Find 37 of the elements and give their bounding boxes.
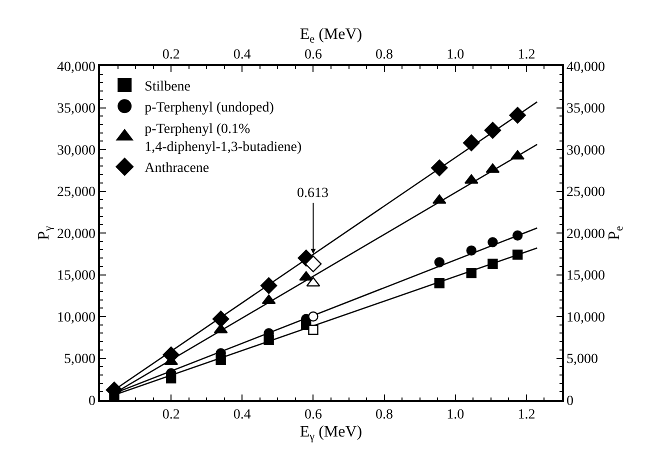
y-tick-label: 30,000	[56, 143, 96, 158]
x2-tick-label: 0.8	[376, 408, 394, 423]
y2-tick-label: 30,000	[566, 143, 606, 158]
x2-tick-label: 1.0	[446, 408, 464, 423]
y-tick-label: 5,000	[64, 352, 96, 368]
y-tick-label: 35,000	[56, 102, 96, 117]
x-tick-label: 0.2	[162, 48, 180, 63]
x-tick-label: 1.0	[446, 48, 464, 63]
y-tick-label: 25,000	[56, 185, 96, 200]
y2-tick-label: 35,000	[566, 102, 606, 117]
legend-label: Stilbene	[144, 79, 191, 94]
x2-tick-label: 0.2	[162, 408, 180, 423]
x2-tick-label: 0.6	[304, 408, 322, 423]
y2-tick-label: 5,000	[566, 352, 598, 368]
y2-tick-label: 20,000	[566, 226, 606, 242]
legend-label: Anthracene	[144, 161, 210, 176]
legend-label: p-Terphenyl (undoped)	[144, 100, 274, 116]
y2-tick-label: 15,000	[566, 268, 606, 284]
y-tick-label: 40,000	[56, 60, 96, 75]
y-tick-label: 15,000	[56, 268, 96, 284]
x-axis-title: E$_{γ}$ (MeV)	[300, 424, 362, 444]
y-tick-label: 20,000	[56, 226, 96, 242]
x2-axis-title: E$_{e}$ (MeV)	[300, 26, 362, 46]
x2-tick-label: 1.2	[518, 408, 536, 423]
x-tick-label: 0.4	[233, 48, 251, 63]
y-tick-label: 0	[88, 394, 96, 409]
y-tick-label: 10,000	[56, 310, 96, 326]
x-tick-label: 0.6	[304, 48, 322, 63]
x2-tick-label: 0.4	[233, 408, 251, 423]
y2-tick-label: 25,000	[566, 185, 606, 200]
x-tick-label: 0.8	[376, 48, 394, 63]
legend-label: p-Terphenyl (0.1% 1,4-diphenyl-1,3-butadiene)	[144, 122, 302, 155]
y2-tick-label: 0	[566, 394, 574, 409]
annotation: 0.613	[297, 186, 328, 201]
y2-tick-label: 10,000	[566, 310, 606, 326]
x-tick-label: 1.2	[518, 48, 536, 63]
y2-tick-label: 40,000	[566, 60, 606, 75]
